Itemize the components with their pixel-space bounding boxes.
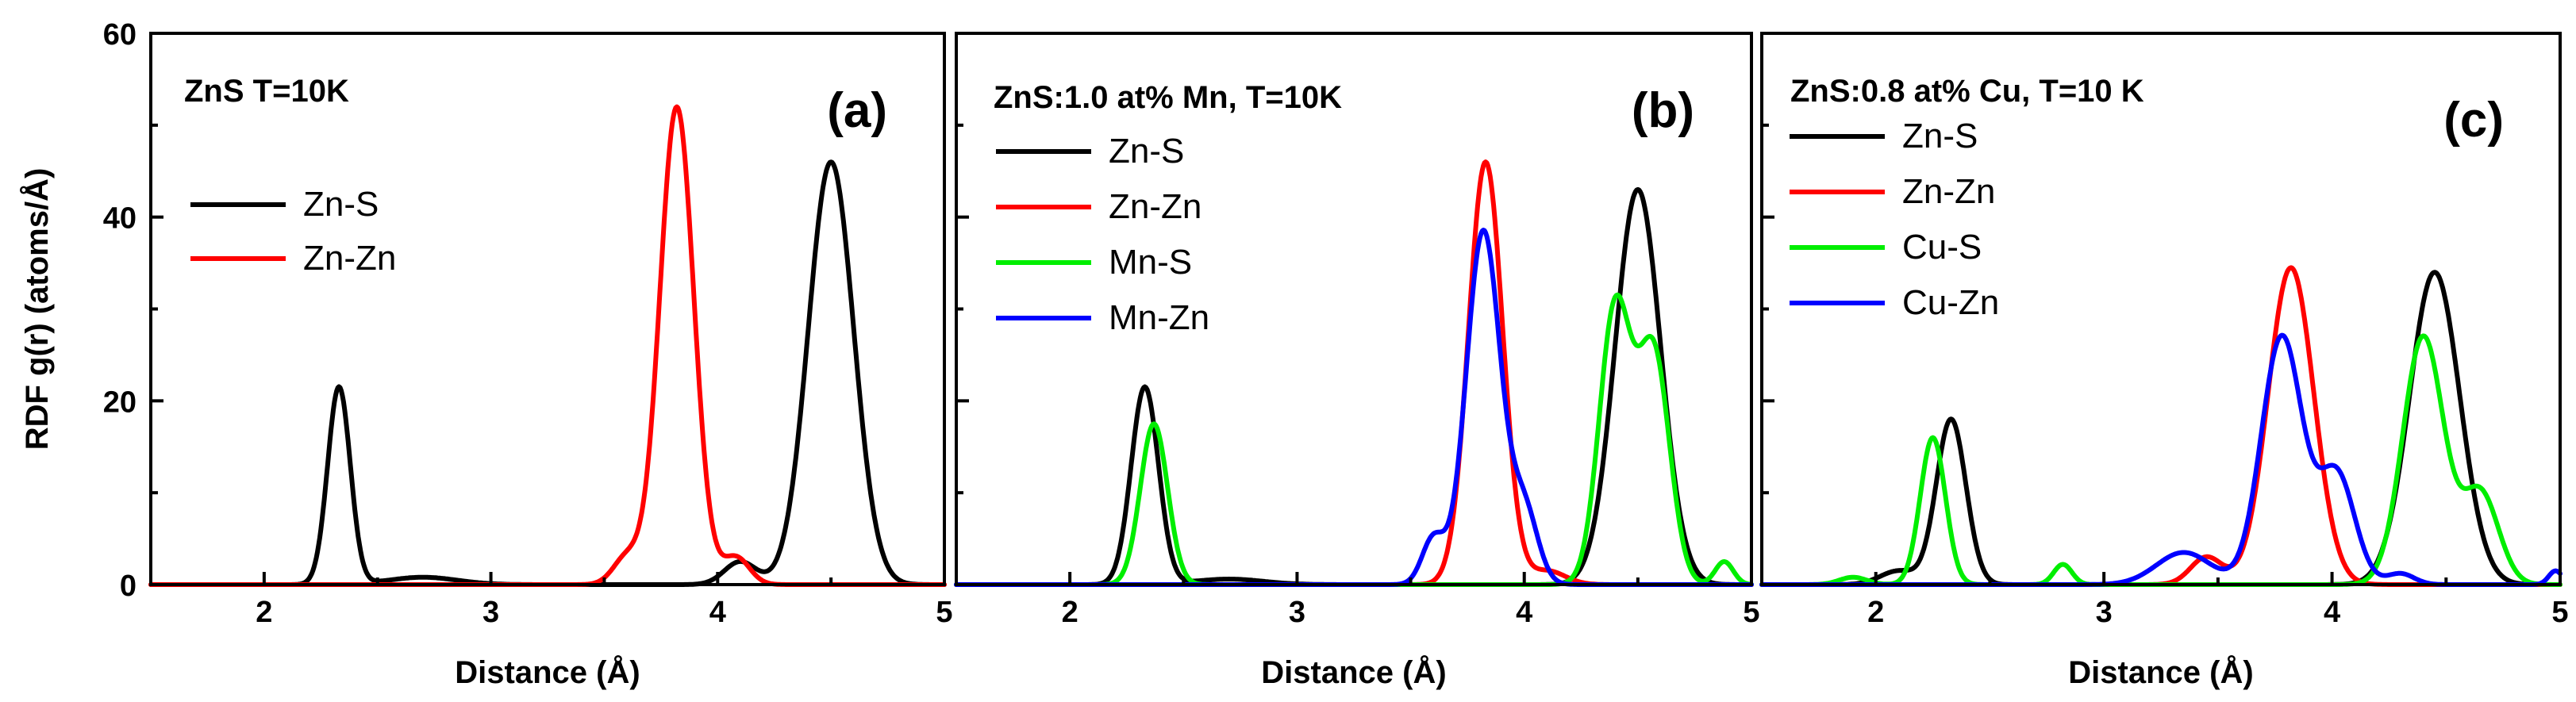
panel-a-x-axis-label: Distance (Å) <box>455 654 640 690</box>
panel-c-legend: Zn-S Zn-Zn Cu-S Cu-Zn <box>1790 117 1999 322</box>
panel-c-legend-label-cu-s: Cu-S <box>1902 228 1982 267</box>
panel-a-x-tick-label: 4 <box>709 596 726 629</box>
panel-b-legend: Zn-S Zn-Zn Mn-S Mn-Zn <box>996 132 1209 337</box>
panel-a-frame <box>149 32 946 586</box>
panel-a-legend: Zn-S Zn-Zn <box>190 185 396 278</box>
panel-a-series-zn-s-line <box>148 159 947 587</box>
panel-b-legend-label-zn-zn: Zn-Zn <box>1109 187 1201 226</box>
panel-b-x-tick-label: 5 <box>1743 596 1759 629</box>
panel-c-legend-label-zn-zn: Zn-Zn <box>1902 172 1995 211</box>
panel-c-series-cu-s-line <box>1759 333 2563 587</box>
panel-a: 2 3 4 5 0 20 40 60 Distance (Å) RDF g(r) (atoms/Å… <box>19 18 953 690</box>
panel-a-legend-label-zn-s: Zn-S <box>303 185 379 224</box>
panel-c-legend-label-cu-zn: Cu-Zn <box>1902 283 1999 322</box>
panel-c-series-zn-zn-line <box>1759 265 2563 587</box>
panel-c-series-zn-s-line <box>1759 270 2563 587</box>
panel-c: 2 3 4 5 Distance (Å) ZnS:0.8 at% Cu, T=10 K (c… <box>1759 32 2569 690</box>
panel-a-tag: (a) <box>827 83 887 138</box>
panel-a-y-tick-label: 40 <box>103 202 136 236</box>
panel-b-x-tick-label: 3 <box>1289 596 1305 629</box>
panel-a-x-tick-label: 2 <box>256 596 272 629</box>
panel-b-series-mn-s-line <box>954 292 1754 587</box>
panel-b-series-zn-zn-line <box>954 159 1754 587</box>
panel-a-x-tick-label: 3 <box>483 596 499 629</box>
panel-a-legend-label-zn-zn: Zn-Zn <box>303 239 396 278</box>
panel-c-legend-label-zn-s: Zn-S <box>1902 117 1978 155</box>
panel-c-frame <box>1760 32 2562 586</box>
panel-b-series-zn-s-line <box>954 186 1754 587</box>
panel-c-series-cu-zn-line <box>1759 332 2563 587</box>
panel-c-x-axis-label: Distance (Å) <box>2068 654 2253 690</box>
panel-b-tag: (b) <box>1632 83 1694 138</box>
panel-c-title: ZnS:0.8 at% Cu, T=10 K <box>1790 74 2144 109</box>
panel-b-x-tick-label: 4 <box>1516 596 1532 629</box>
panel-b: 2 3 4 5 Distance (Å) ZnS:1.0 at% Mn, T=10K (b)… <box>954 32 1760 690</box>
panel-a-y-tick-label: 0 <box>120 570 136 603</box>
panel-b-legend-label-mn-zn: Mn-Zn <box>1109 298 1209 337</box>
panel-b-legend-label-mn-s: Mn-S <box>1109 243 1192 282</box>
panel-b-title: ZnS:1.0 at% Mn, T=10K <box>994 80 1342 115</box>
y-axis-label: RDF g(r) (atoms/Å) <box>19 168 55 451</box>
panel-c-tag: (c) <box>2443 93 2504 148</box>
panel-c-x-tick-label: 2 <box>1867 596 1884 629</box>
panel-a-title: ZnS T=10K <box>184 74 349 109</box>
panel-b-x-axis-label: Distance (Å) <box>1261 654 1446 690</box>
panel-c-x-tick-label: 4 <box>2324 596 2340 629</box>
panel-a-x-tick-label: 5 <box>936 596 952 629</box>
panel-c-x-tick-label: 5 <box>2551 596 2568 629</box>
panel-c-x-tick-label: 3 <box>2096 596 2113 629</box>
panel-b-x-tick-label: 2 <box>1062 596 1078 629</box>
panel-a-y-tick-label: 60 <box>103 18 136 52</box>
panel-b-series-mn-zn-line <box>954 228 1754 587</box>
panel-a-y-tick-label: 20 <box>103 386 136 419</box>
panel-b-legend-label-zn-s: Zn-S <box>1109 132 1184 171</box>
